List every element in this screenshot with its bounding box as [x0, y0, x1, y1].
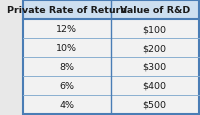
Text: 4%: 4%: [59, 100, 74, 109]
Bar: [23, 95, 199, 114]
Text: 8%: 8%: [59, 62, 74, 71]
Text: 10%: 10%: [56, 44, 77, 53]
Bar: [23, 1, 199, 20]
Text: 6%: 6%: [59, 81, 74, 90]
Bar: [23, 58, 199, 76]
Bar: [23, 39, 199, 58]
Text: $100: $100: [143, 25, 167, 34]
Text: 12%: 12%: [56, 25, 77, 34]
Text: Value of R&D: Value of R&D: [120, 6, 190, 15]
Text: $300: $300: [143, 62, 167, 71]
Text: Private Rate of Return: Private Rate of Return: [7, 6, 127, 15]
Text: $500: $500: [143, 100, 167, 109]
Text: $200: $200: [143, 44, 167, 53]
Bar: [23, 76, 199, 95]
Bar: [23, 20, 199, 39]
Text: $400: $400: [143, 81, 167, 90]
